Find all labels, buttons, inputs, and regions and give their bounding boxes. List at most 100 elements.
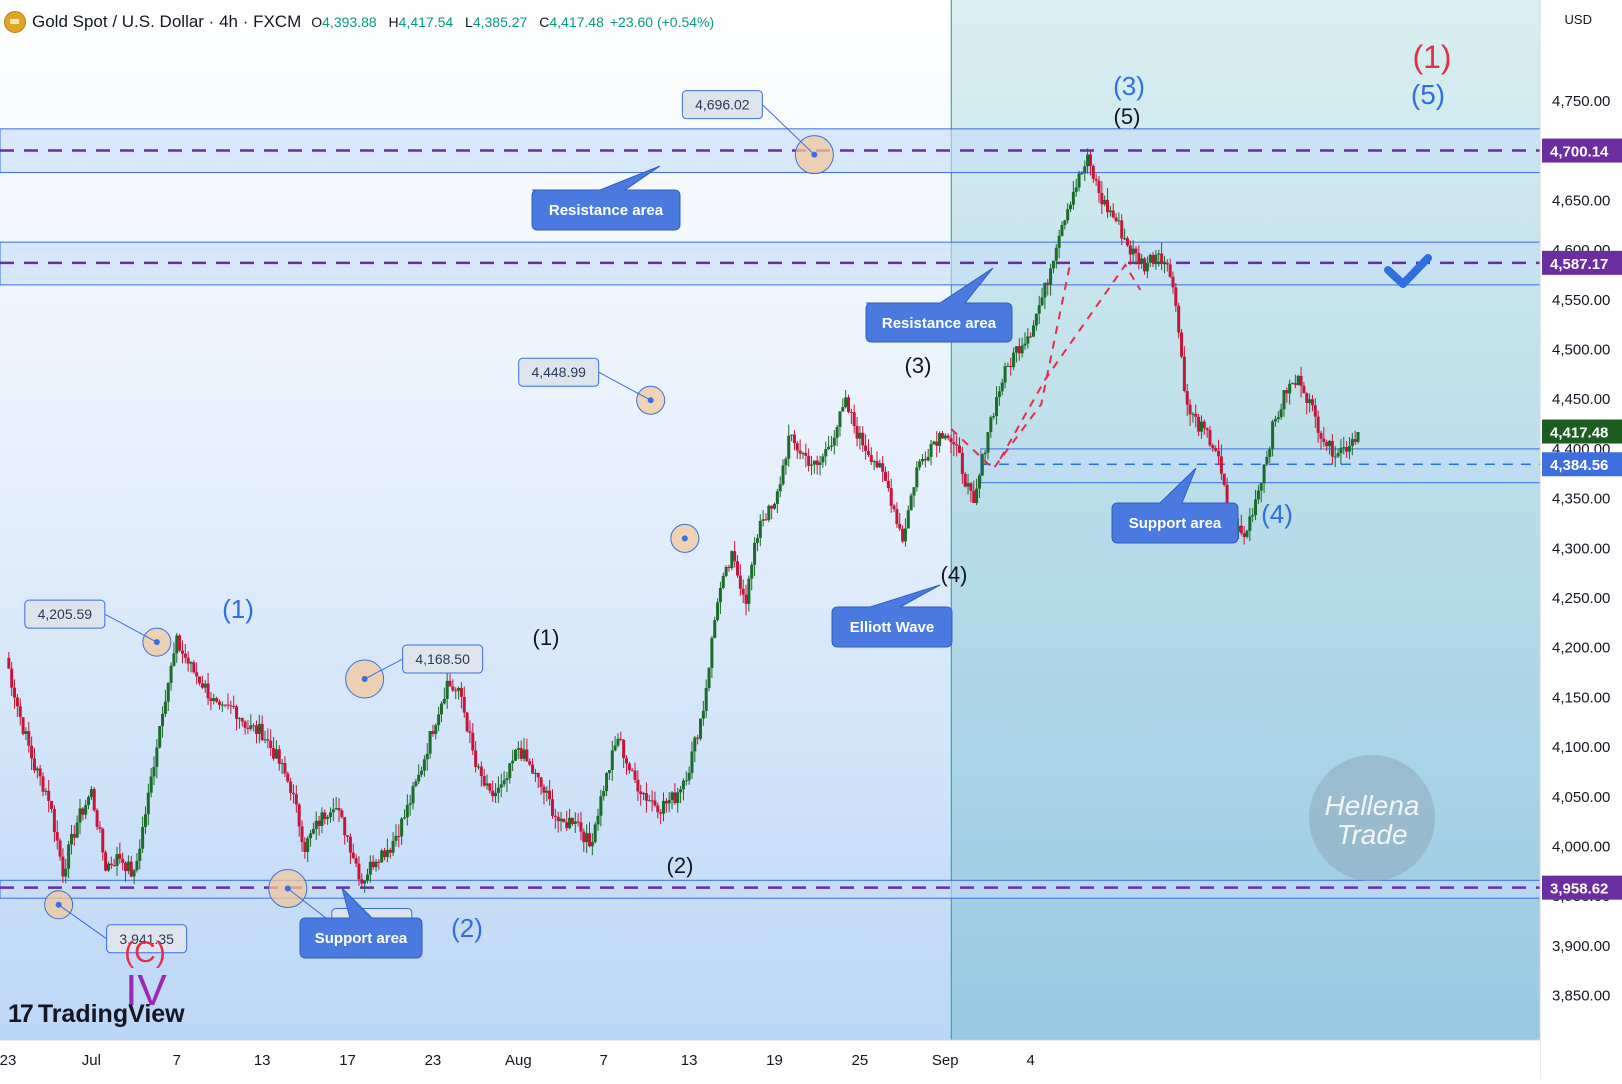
candle xyxy=(690,741,694,779)
support-callout-2[interactable]: Support area xyxy=(1111,467,1239,544)
candle xyxy=(1248,508,1252,541)
candle-body xyxy=(1154,254,1158,263)
candle-body xyxy=(357,863,361,880)
price-callout-box xyxy=(518,357,600,387)
candle xyxy=(1251,507,1255,523)
price-callout[interactable]: 4,205.59 xyxy=(24,599,158,643)
price-level-tag[interactable] xyxy=(1542,250,1622,275)
price-callout[interactable]: 4,696.02 xyxy=(681,90,815,156)
price-level-tag[interactable] xyxy=(1542,452,1622,477)
candle xyxy=(738,564,742,596)
candle-body xyxy=(428,731,432,754)
candle-body xyxy=(397,835,401,837)
candle-body xyxy=(1180,332,1184,357)
candle-body xyxy=(21,717,25,734)
time-axis[interactable] xyxy=(0,1040,1540,1079)
symbol-header[interactable]: Gold Spot / U.S. Dollar · 4h · FXCM O4,3… xyxy=(4,10,714,34)
candle-body xyxy=(496,787,500,793)
time-tick-label: 19 xyxy=(766,1052,783,1069)
candle-body xyxy=(209,698,213,702)
candle-body xyxy=(958,445,962,453)
candle xyxy=(1162,255,1166,274)
candle xyxy=(363,880,367,893)
candle-body xyxy=(713,619,717,639)
candle xyxy=(815,455,819,475)
candle xyxy=(465,711,469,733)
candle xyxy=(1291,382,1295,385)
candle-body xyxy=(1037,305,1041,314)
candle-body xyxy=(462,696,466,713)
candle xyxy=(476,763,480,770)
candle-body xyxy=(1060,224,1064,236)
candle xyxy=(528,758,532,767)
candle-body xyxy=(138,848,142,861)
price-level-tag-text: 4,700.14 xyxy=(1550,144,1609,161)
price-tick-label: 4,500.00 xyxy=(1552,342,1610,359)
resistance-callout-1[interactable]: Resistance area xyxy=(531,165,681,231)
candle-body xyxy=(1299,375,1303,386)
candle-body xyxy=(1347,446,1351,452)
candle-body xyxy=(511,760,515,764)
candle xyxy=(260,715,264,742)
candle xyxy=(72,825,76,846)
candle-body xyxy=(1071,191,1075,205)
candle xyxy=(1217,439,1221,465)
candle xyxy=(1080,170,1084,175)
price-callout-leader xyxy=(364,658,403,680)
high-label: H xyxy=(388,14,399,30)
price-tick-label: 4,650.00 xyxy=(1552,192,1610,209)
price-level-tag[interactable] xyxy=(1542,138,1622,163)
candle-body xyxy=(704,687,708,711)
price-level-tag[interactable] xyxy=(1542,419,1622,444)
candle-body xyxy=(676,792,680,804)
candle-body xyxy=(383,850,387,858)
candle-body xyxy=(1148,254,1152,263)
candle xyxy=(1202,419,1206,435)
candle-body xyxy=(684,780,688,782)
candle xyxy=(1000,378,1004,396)
candle-body xyxy=(667,799,671,804)
candle xyxy=(420,766,424,778)
candle-body xyxy=(644,793,648,801)
candle xyxy=(590,833,594,856)
support-callout-1[interactable]: Support area xyxy=(299,886,423,959)
candle xyxy=(516,741,520,759)
candle xyxy=(636,770,640,802)
price-tick-label: 4,250.00 xyxy=(1552,590,1610,607)
candle xyxy=(126,855,130,875)
candle xyxy=(289,777,293,801)
candle xyxy=(986,432,990,460)
candle-body xyxy=(61,856,65,877)
candle-body xyxy=(286,773,290,782)
time-tick-label: 7 xyxy=(600,1052,608,1069)
price-callout[interactable]: 4,448.99 xyxy=(518,357,651,401)
candle xyxy=(55,820,59,850)
candle xyxy=(505,772,509,793)
support-callout-text: Support area xyxy=(1129,515,1222,532)
price-level-tag[interactable] xyxy=(1542,875,1622,900)
candle-body xyxy=(952,442,956,445)
currency-label[interactable]: USD xyxy=(1564,12,1592,27)
elliott-wave-callout[interactable]: Elliott Wave xyxy=(831,584,953,648)
candle xyxy=(75,815,79,839)
candle xyxy=(605,772,609,797)
candle-body xyxy=(291,792,295,795)
resistance-callout-2[interactable]: Resistance area xyxy=(865,267,1013,343)
candle-body xyxy=(277,749,281,764)
candle xyxy=(750,562,754,591)
candle xyxy=(1143,256,1147,275)
candle xyxy=(1171,271,1175,294)
candle xyxy=(274,740,278,759)
candle xyxy=(1032,320,1036,337)
candle-body xyxy=(795,443,799,451)
candle-body xyxy=(1003,366,1007,383)
price-callout[interactable]: 4,168.50 xyxy=(364,644,484,680)
candle xyxy=(1094,173,1098,187)
tradingview-logo[interactable]: 17 TradingView xyxy=(8,1000,185,1029)
price-callout[interactable]: 3,941.35 xyxy=(58,904,188,954)
price-callout-box xyxy=(106,924,188,954)
candle-body xyxy=(1282,390,1286,410)
candle xyxy=(98,821,102,833)
